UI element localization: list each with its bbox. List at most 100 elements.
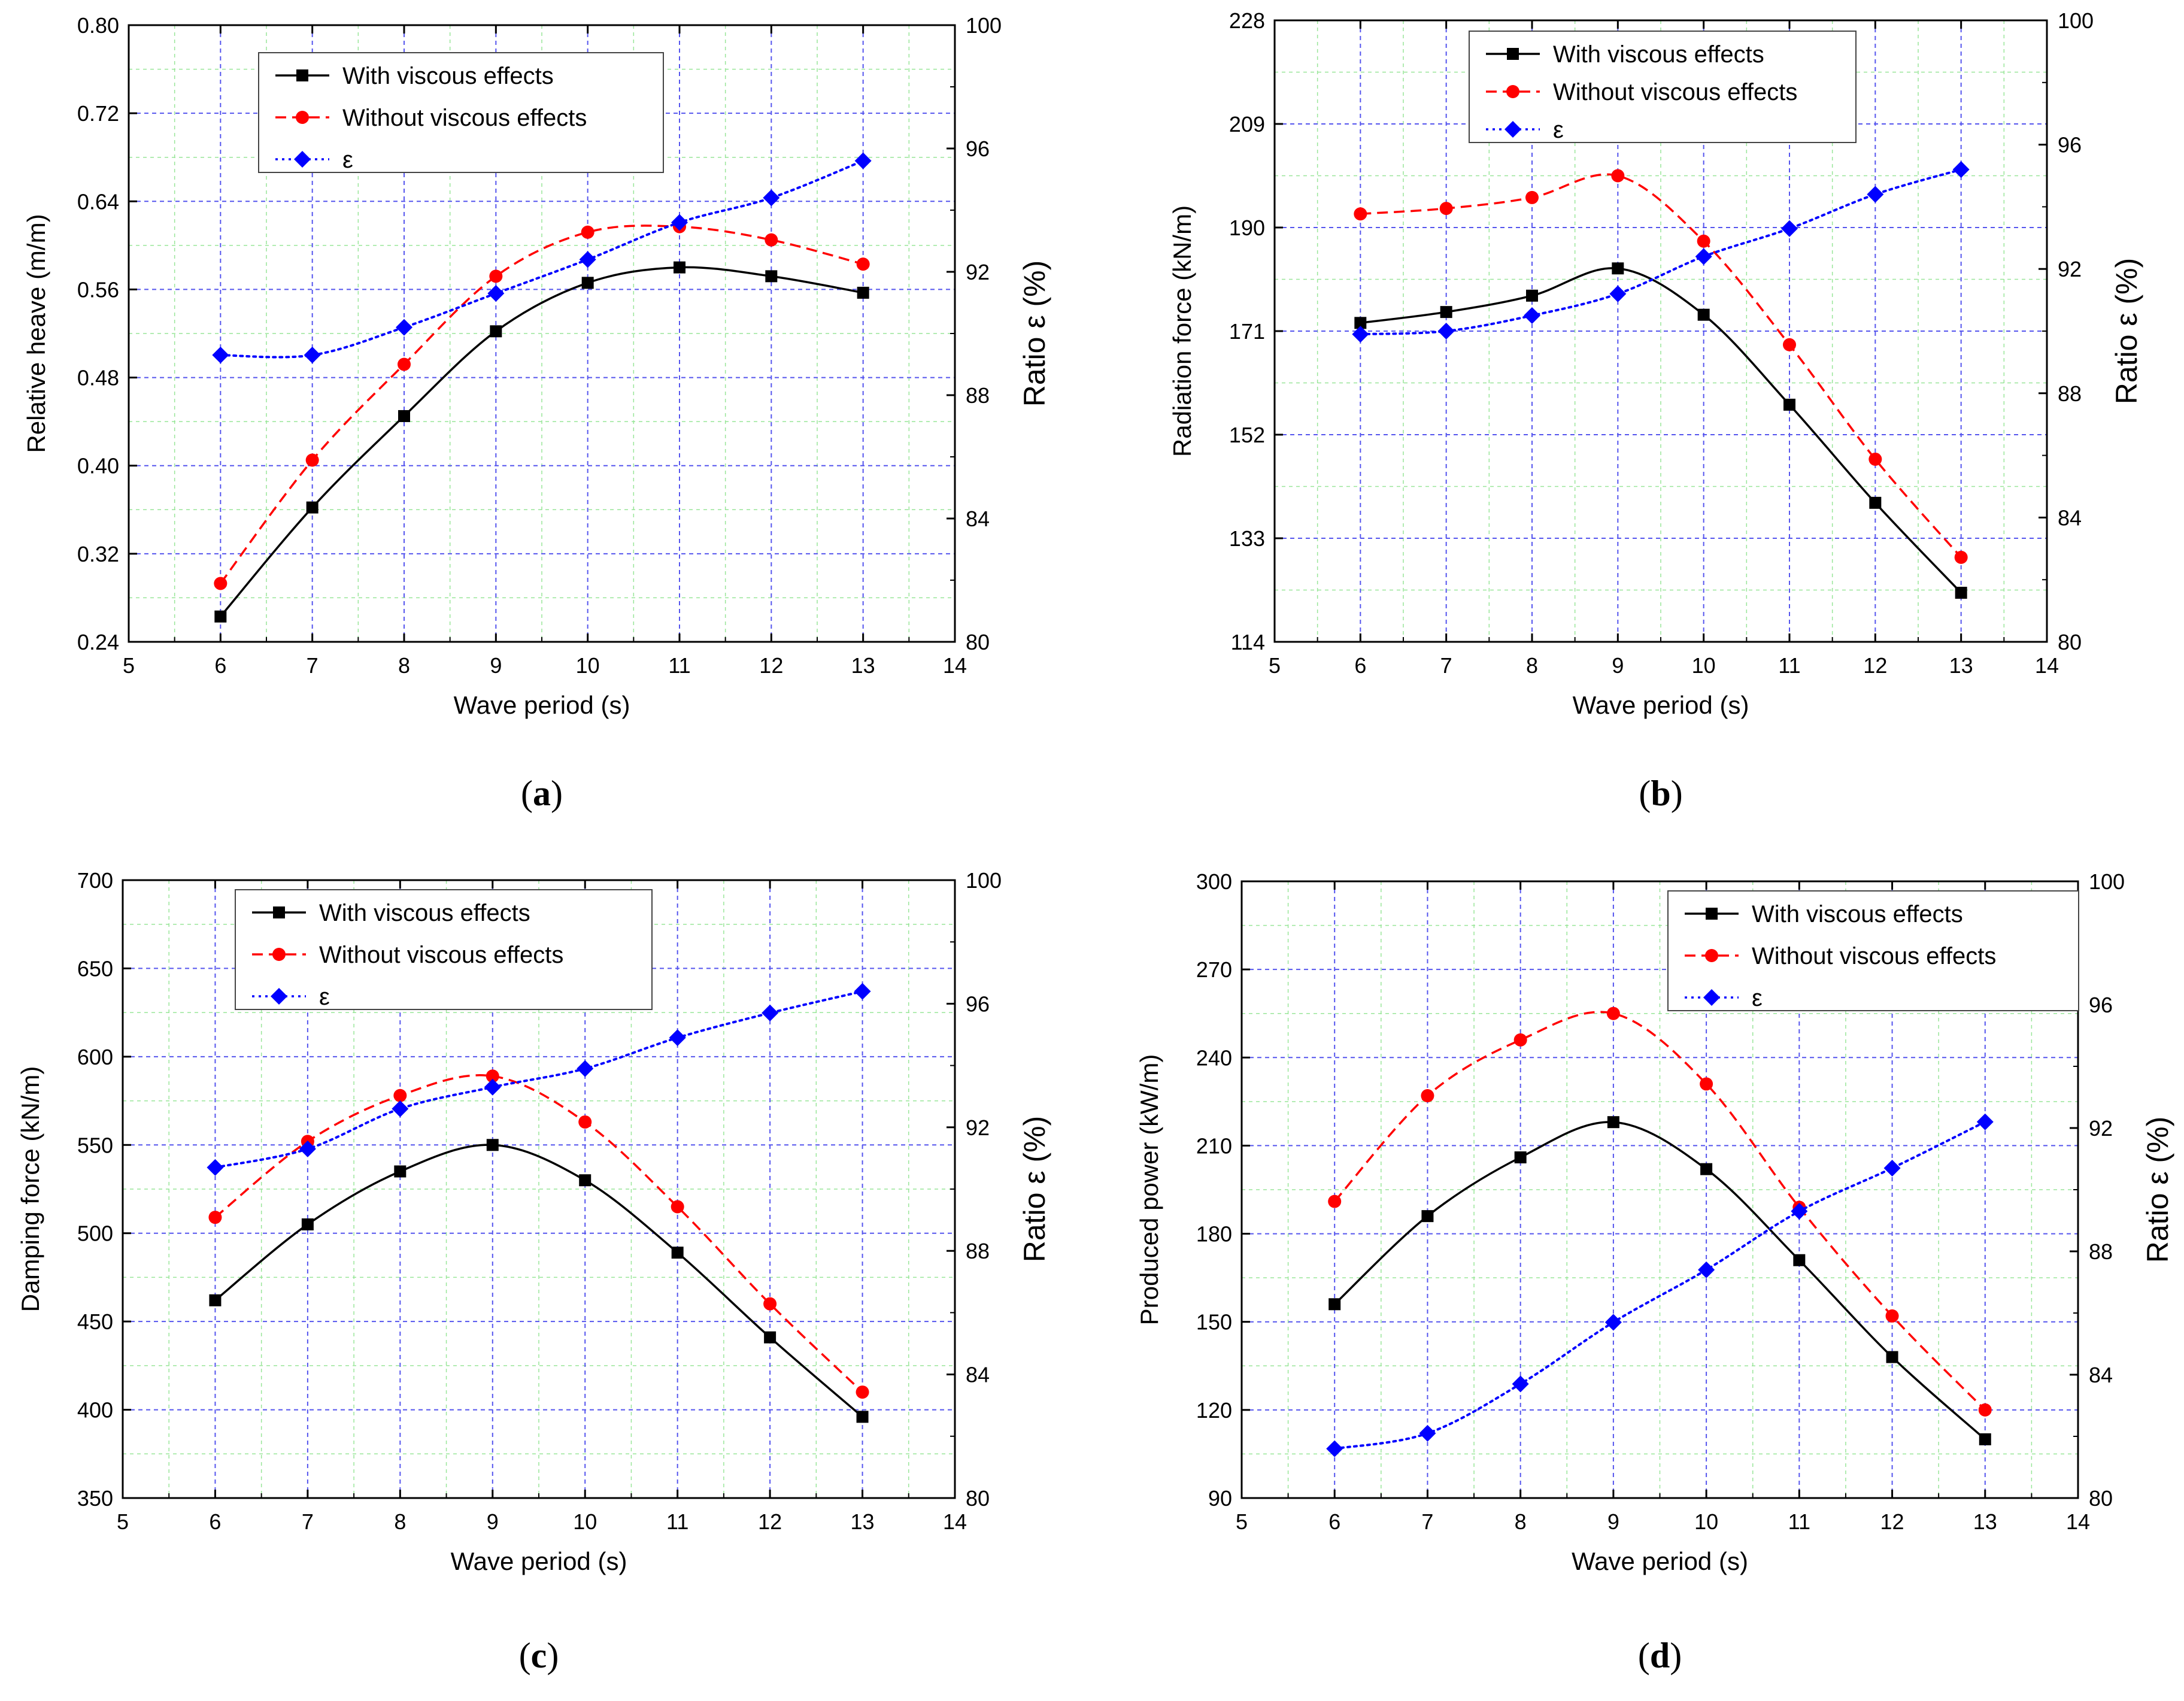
y2-tick-label: 88: [2089, 1239, 2113, 1264]
y-tick-label: 600: [77, 1045, 113, 1069]
x-axis-label: Wave period (s): [451, 1547, 627, 1575]
y2-tick-label: 80: [966, 630, 990, 654]
y-tick-label: 171: [1229, 319, 1265, 344]
data-point: [1697, 308, 1710, 321]
y-tick-label: 0.24: [77, 630, 119, 654]
data-point: [854, 983, 871, 1000]
x-tick-label: 5: [1269, 653, 1281, 678]
y2-tick-label: 88: [966, 383, 990, 408]
data-point: [671, 1200, 684, 1214]
series-1: [214, 261, 869, 623]
data-point: [393, 1088, 407, 1102]
data-point: [1526, 289, 1538, 302]
chart-panel-d: 5 6 7 8 9 10 11 12 13 14 90 120 150 180 210 240 270 300 80…: [1092, 850, 2184, 1701]
series-line: [1359, 168, 1962, 336]
y-tick-label: 180: [1196, 1222, 1232, 1247]
x-tick-label: 5: [123, 653, 135, 678]
data-point: [398, 410, 410, 422]
y2-axis-label: Ratio ε (%): [2141, 1117, 2174, 1263]
x-tick-label: 10: [1692, 653, 1716, 678]
series-1: [1354, 262, 1967, 599]
data-point: [1354, 207, 1367, 221]
data-point: [1867, 186, 1884, 203]
data-point: [212, 347, 229, 364]
data-point: [394, 1165, 407, 1178]
y-axis-label: Produced power (kW/m): [1135, 1054, 1163, 1326]
data-point: [1524, 307, 1540, 325]
data-point: [1421, 1089, 1434, 1103]
y-tick-label: 240: [1196, 1045, 1232, 1070]
data-point: [306, 501, 318, 514]
y-tick-label: 450: [77, 1309, 113, 1334]
data-point: [1791, 1203, 1808, 1220]
legend-marker: [296, 111, 309, 124]
x-axis-label: Wave period (s): [454, 691, 630, 719]
y-tick-label: 114: [1231, 630, 1265, 654]
x-tick-label: 11: [666, 1509, 688, 1534]
x-tick-label: 14: [943, 653, 967, 678]
y-tick-label: 190: [1229, 216, 1265, 240]
y2-tick-label: 100: [2058, 8, 2094, 33]
y2-tick-label: 88: [966, 1239, 990, 1263]
y-tick-label: 270: [1196, 957, 1232, 982]
data-point: [671, 1247, 684, 1259]
y-axis-label: Relative heave (m/m): [22, 214, 50, 453]
chart-svg-b: 5 6 7 8 9 10 11 12 13 14 114 133 152 171 190 209 228 80 84…: [1168, 8, 2143, 813]
y2-tick-label: 80: [2058, 630, 2082, 654]
legend-label: Without viscous effects: [1752, 943, 1996, 969]
data-point: [856, 1411, 869, 1423]
data-point: [581, 277, 594, 289]
data-point: [1883, 1159, 1901, 1177]
y-tick-label: 133: [1229, 526, 1265, 551]
data-point: [1326, 1440, 1343, 1457]
data-point: [1440, 306, 1452, 319]
x-tick-label: 5: [1236, 1509, 1248, 1534]
data-point: [1695, 248, 1712, 265]
data-point: [1700, 1077, 1713, 1091]
series-line: [214, 1144, 863, 1418]
data-point: [396, 319, 412, 336]
data-point: [762, 1004, 779, 1021]
data-point: [486, 1069, 499, 1083]
chart-svg-c: 5 6 7 8 9 10 11 12 13 14 350 400 450 500 550 600 650 700 8…: [16, 868, 1051, 1675]
legend-label: ε: [1553, 117, 1564, 143]
data-point: [1978, 1403, 1992, 1417]
x-tick-label: 13: [851, 1509, 875, 1534]
chart-svg-a: 5 6 7 8 9 10 11 12 13 14 0.24 0.32 0.40 0.48 0.56 0.64 0…: [22, 13, 1051, 813]
legend: With viscous effects Without viscous effe…: [1667, 890, 2079, 1011]
data-point: [1698, 1261, 1715, 1278]
legend-label: With viscous effects: [1752, 901, 1963, 927]
chart-panel-c: 5 6 7 8 9 10 11 12 13 14 350 400 450 500 550 600 650 700 8…: [0, 850, 1092, 1701]
y2-tick-label: 92: [2058, 257, 2082, 281]
data-point: [857, 286, 869, 299]
data-point: [1979, 1433, 1991, 1445]
series-line: [1333, 1120, 1986, 1450]
data-point: [578, 1115, 592, 1129]
data-point: [398, 357, 411, 371]
y2-tick-label: 92: [2089, 1116, 2113, 1141]
chart-panel-a: 5 6 7 8 9 10 11 12 13 14 0.24 0.32 0.40 0.48 0.56 0.64 0…: [0, 0, 1092, 850]
x-tick-label: 10: [576, 653, 600, 678]
series-3: [212, 152, 872, 364]
data-point: [1437, 323, 1455, 339]
y2-tick-label: 92: [966, 1115, 990, 1140]
legend-marker: [273, 906, 285, 918]
y-axis-label: Radiation force (kN/m): [1168, 205, 1196, 457]
y2-tick-label: 96: [966, 992, 990, 1016]
legend-marker: [294, 151, 311, 168]
legend-label: With viscous effects: [1553, 41, 1764, 68]
x-tick-label: 14: [2066, 1509, 2090, 1534]
x-tick-label: 12: [758, 1509, 782, 1534]
data-point: [1609, 285, 1627, 302]
data-point: [1352, 326, 1369, 343]
data-point: [208, 1211, 222, 1224]
data-point: [579, 1174, 592, 1187]
legend-marker: [296, 69, 308, 81]
x-tick-label: 8: [394, 1509, 406, 1534]
data-point: [214, 577, 228, 590]
x-tick-label: 10: [573, 1509, 597, 1534]
x-tick-label: 13: [1949, 653, 1973, 678]
data-point: [214, 610, 227, 623]
data-point: [304, 347, 321, 364]
